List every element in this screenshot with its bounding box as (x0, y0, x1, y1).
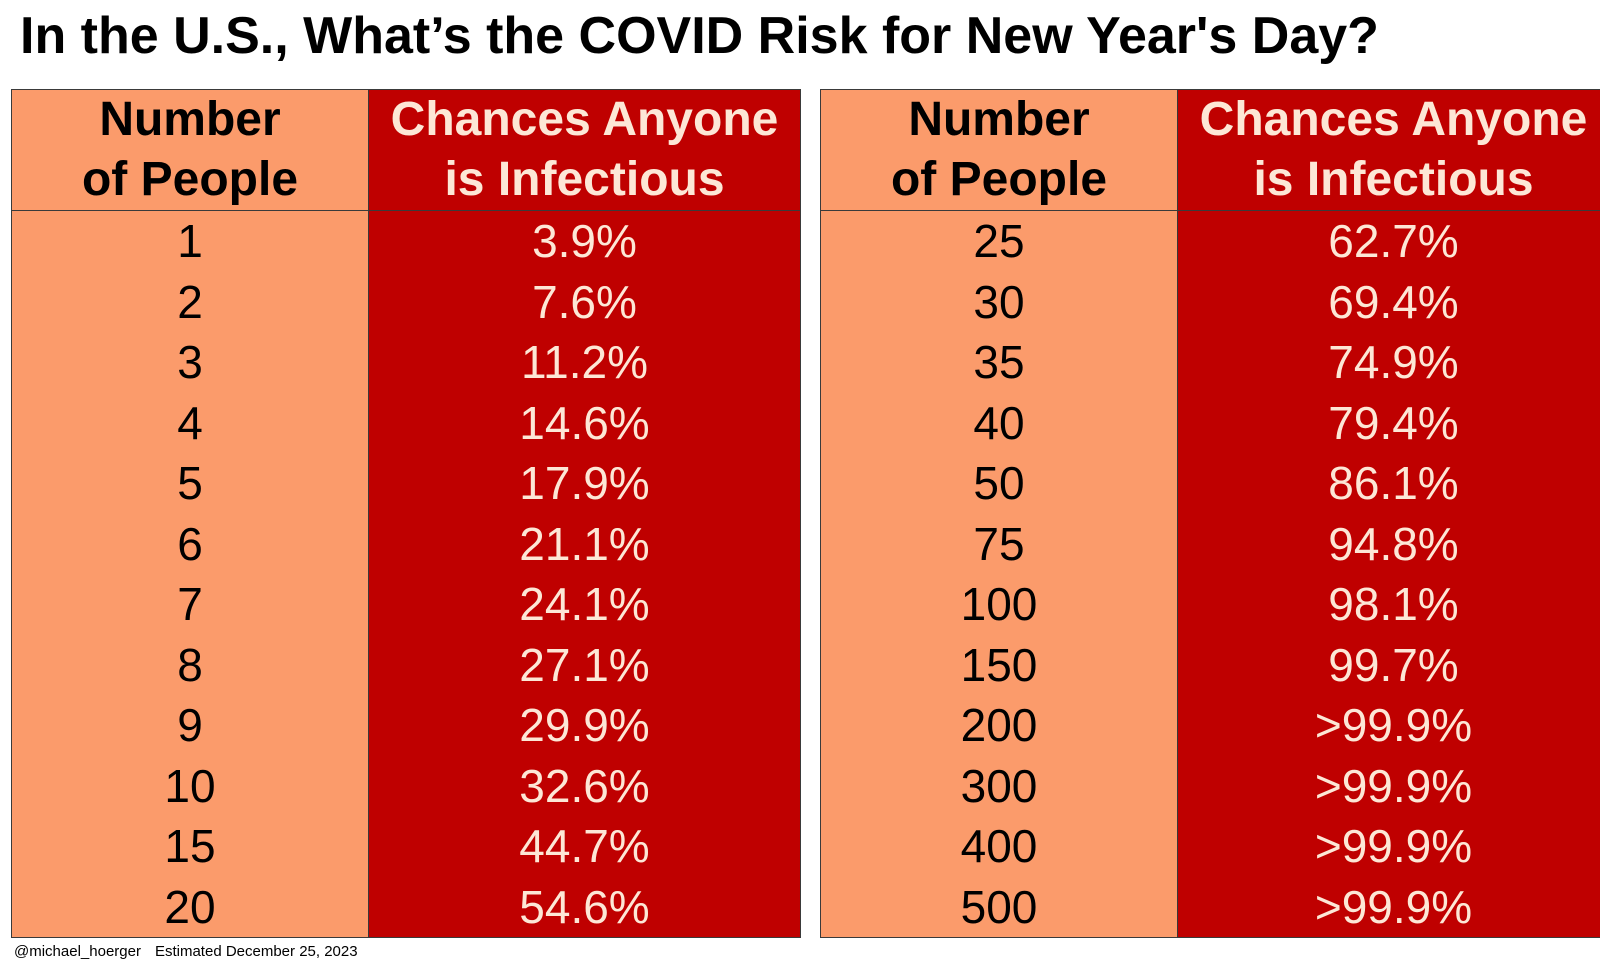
author-handle: @michael_hoerger (14, 943, 141, 960)
people-header-line1: Number (908, 93, 1090, 146)
right-table: Number of People 25 30 35 40 50 75 100 150 200 30… (820, 89, 1600, 938)
chance-value-cell: 44.7% (519, 820, 650, 873)
people-count-cell: 40 (973, 396, 1025, 449)
chance-value-cell: 14.6% (519, 396, 650, 449)
people-count-cell: 4 (177, 396, 203, 449)
people-count-cell: 100 (960, 578, 1038, 631)
chance-value-cell: 29.9% (519, 699, 650, 752)
people-header-line1: Number (99, 93, 281, 146)
people-count-cell: 25 (973, 215, 1025, 268)
chance-column: Chances Anyone is Infectious 3.9% 7.6% 11.… (369, 90, 800, 937)
people-count-cell: 150 (960, 638, 1038, 691)
chance-value-cell: >99.9% (1314, 699, 1473, 752)
chance-value-cell: 11.2% (520, 336, 649, 389)
people-count-cell: 50 (973, 457, 1025, 510)
chance-value-cell: >99.9% (1314, 880, 1473, 933)
footer: @michael_hoerger Estimated December 25, 2… (14, 943, 358, 960)
people-column: Number of People 1 2 3 4 5 6 7 8 9 10 15 20 (12, 90, 369, 937)
people-count-cell: 5 (177, 457, 203, 510)
people-count-cell: 75 (973, 517, 1025, 570)
chance-value-cell: 86.1% (1328, 457, 1459, 510)
chance-column: Chances Anyone is Infectious 62.7% 69.4% 7… (1178, 90, 1600, 937)
people-count-cell: 30 (973, 275, 1025, 328)
people-count-cell: 35 (973, 336, 1025, 389)
people-count-cell: 1 (177, 215, 203, 268)
people-count-cell: 15 (164, 820, 216, 873)
people-header-line2: of People (81, 153, 299, 206)
chance-value-cell: 27.1% (519, 638, 650, 691)
chance-value-cell: 3.9% (532, 215, 637, 268)
people-count-cell: 300 (960, 759, 1038, 812)
people-count-cell: 20 (164, 880, 216, 933)
chance-header-line1: Chances Anyone (1199, 93, 1588, 146)
people-count-cell: 6 (177, 517, 203, 570)
people-count-cell: 10 (164, 759, 216, 812)
people-count-cell: 500 (960, 880, 1038, 933)
chance-value-cell: >99.9% (1314, 759, 1473, 812)
estimate-date: Estimated December 25, 2023 (154, 943, 358, 960)
chance-value-cell: 98.1% (1328, 578, 1459, 631)
chance-value-cell: 54.6% (519, 880, 650, 933)
chance-header-line2: is Infectious (444, 153, 725, 206)
chance-value-cell: 17.9% (519, 457, 650, 510)
people-count-cell: 8 (177, 638, 203, 691)
people-header-line2: of People (890, 153, 1108, 206)
people-count-cell: 400 (960, 820, 1038, 873)
chance-value-cell: 62.7% (1328, 215, 1459, 268)
left-table: Number of People 1 2 3 4 5 6 7 8 9 10 15 20 Chances… (11, 89, 801, 938)
chance-header-line2: is Infectious (1253, 153, 1534, 206)
chance-value-cell: 74.9% (1328, 336, 1459, 389)
chance-value-cell: 7.6% (532, 275, 637, 328)
people-count-cell: 9 (177, 699, 203, 752)
chance-value-cell: 99.7% (1328, 638, 1459, 691)
people-count-cell: 3 (177, 336, 203, 389)
chance-value-cell: 21.1% (519, 517, 650, 570)
people-header: Number of People (821, 90, 1177, 211)
chance-header-line1: Chances Anyone (390, 93, 779, 146)
chance-header: Chances Anyone is Infectious (369, 90, 800, 211)
people-count-cell: 200 (960, 699, 1038, 752)
chance-header: Chances Anyone is Infectious (1178, 90, 1600, 211)
chance-value-cell: 32.6% (519, 759, 650, 812)
people-header: Number of People (12, 90, 368, 211)
chance-value-cell: >99.9% (1314, 820, 1473, 873)
people-count-cell: 2 (177, 275, 203, 328)
people-count-cell: 7 (177, 578, 203, 631)
people-column: Number of People 25 30 35 40 50 75 100 150 200 30… (821, 90, 1178, 937)
chance-value-cell: 69.4% (1328, 275, 1459, 328)
chance-value-cell: 79.4% (1328, 396, 1459, 449)
chance-value-cell: 24.1% (519, 578, 650, 631)
page-title: In the U.S., What’s the COVID Risk for N… (20, 7, 1379, 65)
chance-value-cell: 94.8% (1328, 517, 1459, 570)
